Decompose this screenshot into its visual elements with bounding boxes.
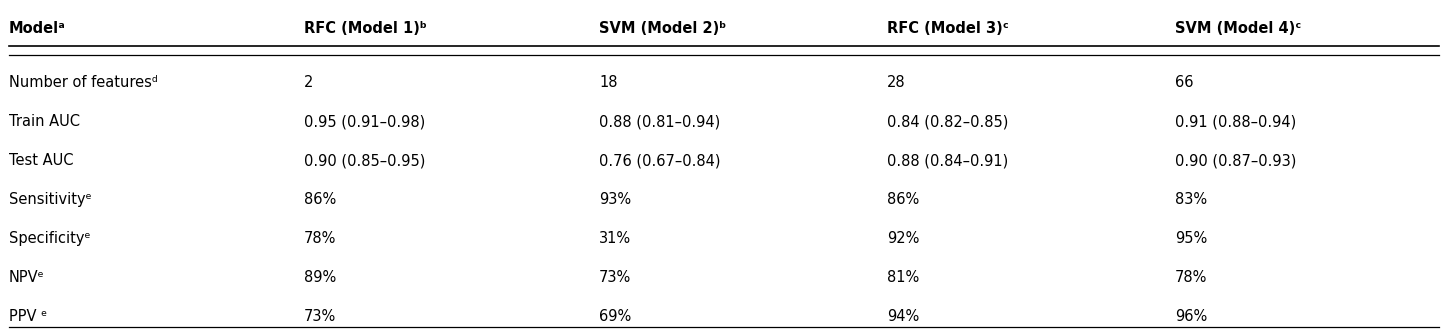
- Text: 2: 2: [304, 75, 313, 90]
- Text: 18: 18: [599, 75, 618, 90]
- Text: 95%: 95%: [1175, 231, 1208, 246]
- Text: PPV ᵉ: PPV ᵉ: [9, 308, 46, 324]
- Text: SVM (Model 2)ᵇ: SVM (Model 2)ᵇ: [599, 21, 726, 36]
- Text: 89%: 89%: [304, 270, 336, 285]
- Text: Sensitivityᵉ: Sensitivityᵉ: [9, 192, 91, 207]
- Text: 96%: 96%: [1175, 308, 1208, 324]
- Text: 94%: 94%: [887, 308, 919, 324]
- Text: 78%: 78%: [304, 231, 336, 246]
- Text: Specificityᵉ: Specificityᵉ: [9, 231, 91, 246]
- Text: 93%: 93%: [599, 192, 631, 207]
- Text: 92%: 92%: [887, 231, 919, 246]
- Text: RFC (Model 1)ᵇ: RFC (Model 1)ᵇ: [304, 21, 427, 36]
- Text: 0.90 (0.85–0.95): 0.90 (0.85–0.95): [304, 153, 426, 168]
- Text: 0.91 (0.88–0.94): 0.91 (0.88–0.94): [1175, 114, 1296, 129]
- Text: 83%: 83%: [1175, 192, 1208, 207]
- Text: 28: 28: [887, 75, 906, 90]
- Text: 73%: 73%: [304, 308, 336, 324]
- Text: 86%: 86%: [304, 192, 336, 207]
- Text: 0.95 (0.91–0.98): 0.95 (0.91–0.98): [304, 114, 426, 129]
- Text: 0.88 (0.81–0.94): 0.88 (0.81–0.94): [599, 114, 720, 129]
- Text: Modelᵃ: Modelᵃ: [9, 21, 65, 36]
- Text: Number of featuresᵈ: Number of featuresᵈ: [9, 75, 157, 90]
- Text: 31%: 31%: [599, 231, 631, 246]
- Text: 0.88 (0.84–0.91): 0.88 (0.84–0.91): [887, 153, 1009, 168]
- Text: SVM (Model 4)ᶜ: SVM (Model 4)ᶜ: [1175, 21, 1302, 36]
- Text: 0.90 (0.87–0.93): 0.90 (0.87–0.93): [1175, 153, 1297, 168]
- Text: Test AUC: Test AUC: [9, 153, 74, 168]
- Text: 86%: 86%: [887, 192, 919, 207]
- Text: 81%: 81%: [887, 270, 919, 285]
- Text: 78%: 78%: [1175, 270, 1208, 285]
- Text: 0.76 (0.67–0.84): 0.76 (0.67–0.84): [599, 153, 720, 168]
- Text: NPVᵉ: NPVᵉ: [9, 270, 45, 285]
- Text: 73%: 73%: [599, 270, 632, 285]
- Text: Train AUC: Train AUC: [9, 114, 79, 129]
- Text: 0.84 (0.82–0.85): 0.84 (0.82–0.85): [887, 114, 1009, 129]
- Text: RFC (Model 3)ᶜ: RFC (Model 3)ᶜ: [887, 21, 1009, 36]
- Text: 66: 66: [1175, 75, 1193, 90]
- Text: 69%: 69%: [599, 308, 632, 324]
